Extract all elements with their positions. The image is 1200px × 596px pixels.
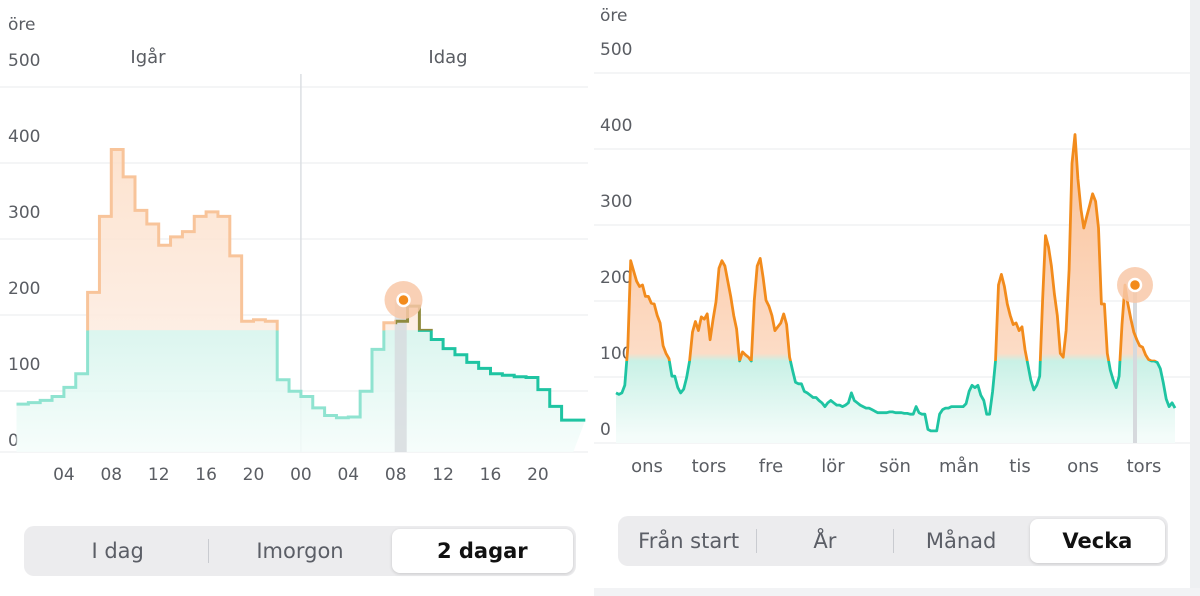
- right-panel: 0 100 200 300 400 500 öre ons tors fre lör sön mån ti…: [594, 0, 1200, 596]
- right-edge-bar: [1190, 0, 1200, 596]
- right-price-chart: 0 100 200 300 400 500 öre ons tors fre lör sön mån ti…: [594, 6, 1190, 477]
- y-tick-label: 200: [8, 279, 40, 299]
- right-segment-0[interactable]: Från start: [621, 519, 756, 563]
- segment-label: Från start: [638, 529, 740, 553]
- right-segment-2[interactable]: Månad: [894, 519, 1029, 563]
- segment-label: År: [813, 529, 837, 553]
- y-tick-label: 100: [8, 355, 40, 375]
- segment-label: Vecka: [1062, 529, 1133, 553]
- x-tick-label: 04: [53, 465, 75, 485]
- current-price-marker: [1127, 277, 1143, 293]
- x-tick-label: 12: [432, 465, 454, 485]
- y-tick-label: 400: [600, 116, 632, 136]
- right-period-selector: Från start År Månad Vecka: [618, 516, 1168, 566]
- x-tick-label: 08: [100, 465, 122, 485]
- left-panel: 0 100 200 300 400 500 öre Igår Idag 04 08 12 16 20 00 0…: [0, 0, 594, 596]
- unit-label: öre: [600, 6, 627, 26]
- segment-separator: [892, 529, 894, 553]
- left-segment-1[interactable]: Imorgon: [209, 529, 390, 573]
- y-tick-label: 400: [8, 127, 40, 147]
- x-tick-label: ons: [631, 456, 663, 477]
- bottom-strip: [594, 588, 1200, 596]
- price-line-past: [16, 148, 396, 420]
- x-tick-label: 16: [480, 465, 502, 485]
- x-tick-label: lör: [821, 456, 845, 477]
- day-label-yesterday: Igår: [130, 47, 166, 68]
- x-tick-label: 00: [290, 465, 312, 485]
- x-tick-label: sön: [879, 456, 911, 477]
- current-hour-bar: [394, 300, 407, 452]
- segment-separator: [756, 529, 758, 553]
- x-tick-label: tis: [1009, 456, 1030, 477]
- x-tick-label: 16: [195, 465, 217, 485]
- x-tick-label: 12: [148, 465, 170, 485]
- left-period-selector: I dag Imorgon 2 dagar: [24, 526, 576, 576]
- left-segment-2[interactable]: 2 dagar: [391, 529, 573, 573]
- segment-separator: [208, 539, 210, 563]
- segment-label: Månad: [925, 529, 997, 553]
- unit-label: öre: [8, 15, 35, 35]
- x-tick-label: 20: [243, 465, 265, 485]
- x-tick-label: 20: [527, 465, 549, 485]
- right-segment-3[interactable]: Vecka: [1029, 519, 1165, 563]
- y-tick-label: 200: [600, 268, 632, 288]
- segment-label: I dag: [91, 539, 144, 563]
- right-segment-1[interactable]: År: [757, 519, 892, 563]
- segment-label: Imorgon: [256, 539, 344, 563]
- y-tick-label: 300: [8, 203, 40, 223]
- day-label-today: Idag: [428, 47, 467, 68]
- x-tick-label: 04: [337, 465, 359, 485]
- left-price-chart: 0 100 200 300 400 500 öre Igår Idag 04 08 12 16 20 00 0…: [0, 15, 588, 485]
- y-tick-label: 500: [8, 51, 40, 71]
- y-tick-label: 300: [600, 192, 632, 212]
- x-tick-label: mån: [939, 456, 979, 477]
- y-tick-label: 100: [600, 344, 632, 364]
- y-tick-label: 0: [600, 420, 611, 440]
- price-area: [616, 134, 1175, 443]
- segment-label: 2 dagar: [436, 539, 528, 563]
- y-tick-label: 500: [600, 40, 632, 60]
- x-tick-label: tors: [692, 456, 727, 477]
- price-line: [615, 133, 1177, 433]
- current-price-marker: [396, 292, 411, 308]
- x-tick-label: 08: [385, 465, 407, 485]
- price-line-current: [395, 304, 586, 422]
- x-tick-label: ons: [1067, 456, 1099, 477]
- x-tick-label: fre: [759, 456, 783, 477]
- left-segment-0[interactable]: I dag: [27, 529, 208, 573]
- y-tick-label: 0: [8, 431, 19, 451]
- x-tick-label: tors: [1127, 456, 1162, 477]
